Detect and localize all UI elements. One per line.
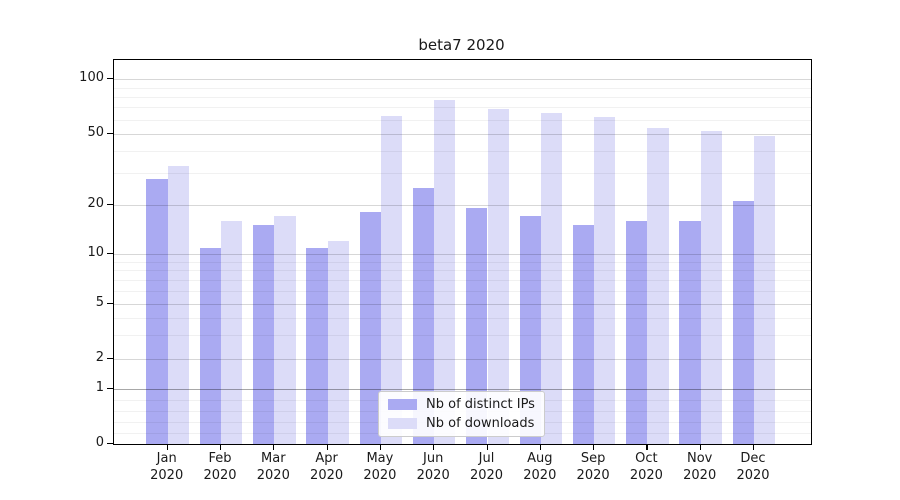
bar-downloads-jul [487,108,509,444]
bar-downloads-may [380,115,403,444]
x-tick-label-feb: Feb 2020 [203,451,237,483]
bar-ips-jul [466,208,488,444]
x-tick-mark [699,444,701,450]
y-tick-label-10: 10 [87,245,104,261]
y-tick-label-50: 50 [87,125,104,140]
x-tick-mark [379,444,382,450]
bar-downloads-feb [221,220,243,444]
bar-downloads-sep [594,117,616,444]
x-tick-mark [166,444,168,450]
bar-downloads-nov [700,130,722,444]
y-tick-label-1: 1 [95,380,104,396]
x-tick-label-mar: Mar 2020 [256,451,290,483]
y-tick-mark [107,388,113,390]
x-tick-label-jul: Jul 2020 [469,451,504,483]
x-tick-mark [646,444,648,450]
x-tick-label-jun: Jun 2020 [416,451,450,483]
x-tick-label-nov: Nov 2020 [683,451,717,483]
y-tick-mark [107,358,113,360]
plot-area [113,59,812,445]
bar-ips-aug [519,216,541,444]
legend: Nb of distinct IPs Nb of downloads [378,391,545,437]
bar-downloads-dec [754,135,776,444]
x-tick-mark [433,444,435,450]
legend-swatch-downloads [388,418,417,430]
bar-ips-may [359,212,381,444]
x-tick-label-apr: Apr 2020 [310,451,344,483]
x-tick-mark [326,444,328,450]
bar-downloads-oct [647,127,669,444]
y-tick-label-100: 100 [79,70,104,86]
x-tick-mark [753,444,755,450]
legend-label-downloads: Nb of downloads [426,416,535,432]
x-tick-label-dec: Dec 2020 [736,451,770,483]
y-tick-mark [107,78,113,80]
x-tick-label-jan: Jan 2020 [150,451,184,483]
x-tick-mark [273,444,275,450]
legend-entry-distinct-ips: Nb of distinct IPs [388,397,544,412]
x-tick-label-aug: Aug 2020 [523,451,557,483]
x-tick-mark [486,444,488,450]
y-tick-label-2: 2 [95,350,104,366]
bar-ips-jun [412,187,435,444]
bar-downloads-jun [434,99,456,444]
y-tick-mark [107,443,113,445]
bar-downloads-aug [540,113,563,444]
y-tick-mark [107,133,113,135]
bar-ips-apr [306,247,328,444]
x-tick-mark [220,444,222,450]
bar-downloads-mar [274,216,296,444]
bar-ips-sep [572,225,595,444]
bar-ips-jan [146,178,168,444]
y-tick-label-0: 0 [95,435,104,450]
bar-ips-nov [679,220,701,444]
bar-ips-dec [732,200,754,444]
legend-label-distinct-ips: Nb of distinct IPs [426,396,535,412]
x-tick-label-may: May 2020 [363,451,397,483]
x-tick-mark [593,444,595,450]
bar-ips-feb [199,247,221,444]
y-tick-mark [107,303,113,305]
bars-layer [114,60,811,444]
y-tick-label-5: 5 [95,295,104,311]
bar-ips-oct [626,220,648,444]
x-tick-label-oct: Oct 2020 [629,451,663,483]
chart-title: beta7 2020 [418,36,505,54]
y-tick-mark [107,253,113,255]
legend-swatch-distinct-ips [388,398,417,410]
x-tick-label-sep: Sep 2020 [576,451,610,483]
legend-entry-downloads: Nb of downloads [388,416,544,431]
x-tick-mark [539,444,541,450]
y-tick-mark [107,203,113,205]
y-tick-label-20: 20 [87,195,104,211]
bar-downloads-jan [167,166,189,444]
bar-ips-mar [253,225,275,444]
bar-downloads-apr [327,241,349,444]
